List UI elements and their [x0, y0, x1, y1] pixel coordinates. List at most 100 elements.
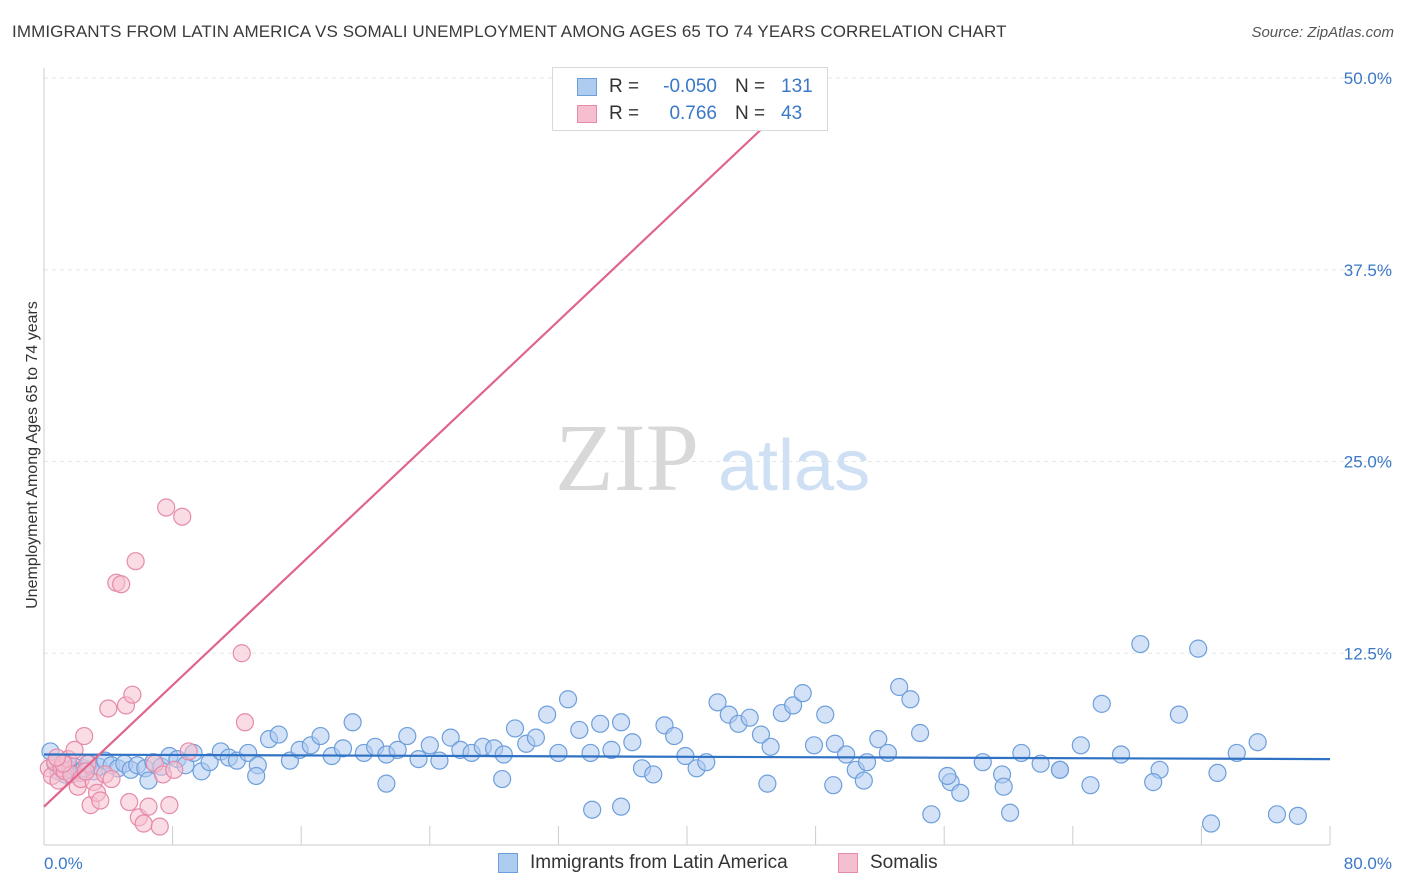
somali-point — [232, 644, 251, 663]
latin-america-point — [420, 736, 439, 755]
latin-america-point — [611, 797, 631, 816]
correlation-legend: R = -0.050 N = 131 R = 0.766 N = 43 — [552, 67, 828, 131]
latin-america-point — [1031, 754, 1050, 773]
legend-swatch-blue — [498, 853, 518, 873]
legend-r-label: R = — [609, 76, 640, 97]
somali-point — [157, 498, 176, 517]
legend-r-value: 0.766 — [669, 103, 717, 124]
latin-america-point — [901, 690, 920, 709]
y-tick-label: 12.5% — [1344, 644, 1392, 663]
watermark-atlas: atlas — [718, 426, 870, 506]
latin-america-point — [1169, 705, 1188, 724]
legend-r-label: R = — [609, 103, 640, 124]
latin-america-point — [1288, 806, 1307, 825]
y-tick-label: 25.0% — [1344, 453, 1392, 472]
x-tick-label: 0.0% — [44, 854, 83, 873]
legend-label: Somalis — [870, 852, 938, 873]
latin-america-point — [837, 745, 856, 764]
somali-point — [235, 713, 255, 732]
trend-line — [43, 77, 817, 808]
latin-america-point — [854, 771, 873, 790]
latin-america-point — [409, 749, 428, 769]
latin-america-point — [505, 719, 525, 738]
y-axis-title: Unemployment Among Ages 65 to 74 years — [24, 301, 41, 609]
somali-point — [134, 814, 153, 833]
latin-america-point — [922, 805, 941, 824]
latin-america-point — [549, 743, 568, 763]
latin-america-point — [558, 690, 578, 709]
legend-n-label: N = — [735, 103, 766, 124]
somali-point — [99, 699, 118, 718]
somali-point — [160, 796, 179, 815]
somali-point — [126, 552, 145, 571]
latin-america-point — [1050, 760, 1070, 779]
somali-point — [139, 797, 158, 816]
latin-america-point — [1144, 773, 1163, 792]
latin-america-point — [816, 705, 835, 724]
somali-point — [75, 726, 94, 746]
latin-america-point — [377, 774, 396, 793]
latin-america-point — [538, 705, 557, 724]
watermark-zip: ZIP — [555, 404, 699, 511]
latin-america-point — [869, 730, 888, 749]
series-latin-america-points — [41, 634, 1307, 833]
latin-america-point — [1267, 805, 1287, 824]
legend-swatch-blue — [577, 78, 597, 96]
latin-america-point — [494, 745, 513, 764]
latin-america-point — [751, 725, 771, 744]
x-tick-label: 80.0% — [1344, 854, 1392, 873]
legend-n-label: N = — [735, 76, 766, 97]
latin-america-point — [1201, 814, 1221, 833]
latin-america-point — [665, 726, 684, 746]
latin-america-point — [247, 766, 266, 786]
bottom-legend-somalis: Somalis — [838, 852, 938, 874]
somali-point — [173, 507, 192, 526]
somali-point — [102, 769, 121, 789]
latin-america-point — [1111, 745, 1131, 764]
latin-america-point — [1208, 763, 1227, 783]
latin-america-point — [644, 765, 663, 784]
watermark: ZIP atlas — [555, 404, 870, 511]
somali-point — [165, 760, 184, 779]
latin-america-point — [239, 743, 258, 763]
source-label: Source: ZipAtlas.com — [1251, 24, 1394, 41]
latin-america-point — [581, 743, 600, 763]
bottom-legend-latin-america: Immigrants from Latin America — [498, 852, 788, 874]
trend-lines — [43, 77, 1331, 808]
latin-america-point — [1189, 639, 1208, 658]
latin-america-point — [890, 677, 909, 697]
latin-america-point — [708, 693, 727, 712]
somali-point — [76, 762, 95, 781]
latin-america-point — [269, 725, 288, 744]
y-tick-label: 37.5% — [1344, 261, 1392, 280]
legend-n-value: 43 — [781, 103, 803, 124]
latin-america-point — [1071, 736, 1090, 755]
somali-point — [179, 742, 198, 761]
latin-america-point — [388, 740, 407, 759]
somali-point — [47, 748, 66, 767]
latin-america-point — [793, 684, 812, 703]
latin-america-point — [910, 723, 930, 743]
latin-america-point — [938, 766, 957, 786]
latin-america-point — [951, 783, 970, 802]
legend-n-value: 131 — [781, 76, 813, 97]
chart-title: IMMIGRANTS FROM LATIN AMERICA VS SOMALI … — [12, 22, 1007, 41]
latin-america-point — [761, 737, 780, 756]
latin-america-point — [740, 708, 759, 727]
latin-america-point — [824, 776, 843, 795]
latin-america-point — [804, 736, 824, 755]
x-tick-labels: 0.0% 80.0% — [44, 854, 1392, 873]
latin-america-point — [1131, 634, 1150, 654]
x-minor-ticks — [43, 826, 1331, 845]
somali-point — [91, 791, 110, 810]
legend-swatch-pink — [838, 853, 858, 873]
latin-america-point — [1092, 694, 1111, 713]
latin-america-point — [611, 713, 631, 732]
latin-america-point — [526, 728, 545, 747]
latin-america-point — [602, 740, 621, 759]
somali-point — [112, 575, 131, 594]
latin-america-point — [333, 739, 353, 758]
latin-america-point — [398, 726, 417, 746]
latin-america-point — [1248, 733, 1267, 752]
